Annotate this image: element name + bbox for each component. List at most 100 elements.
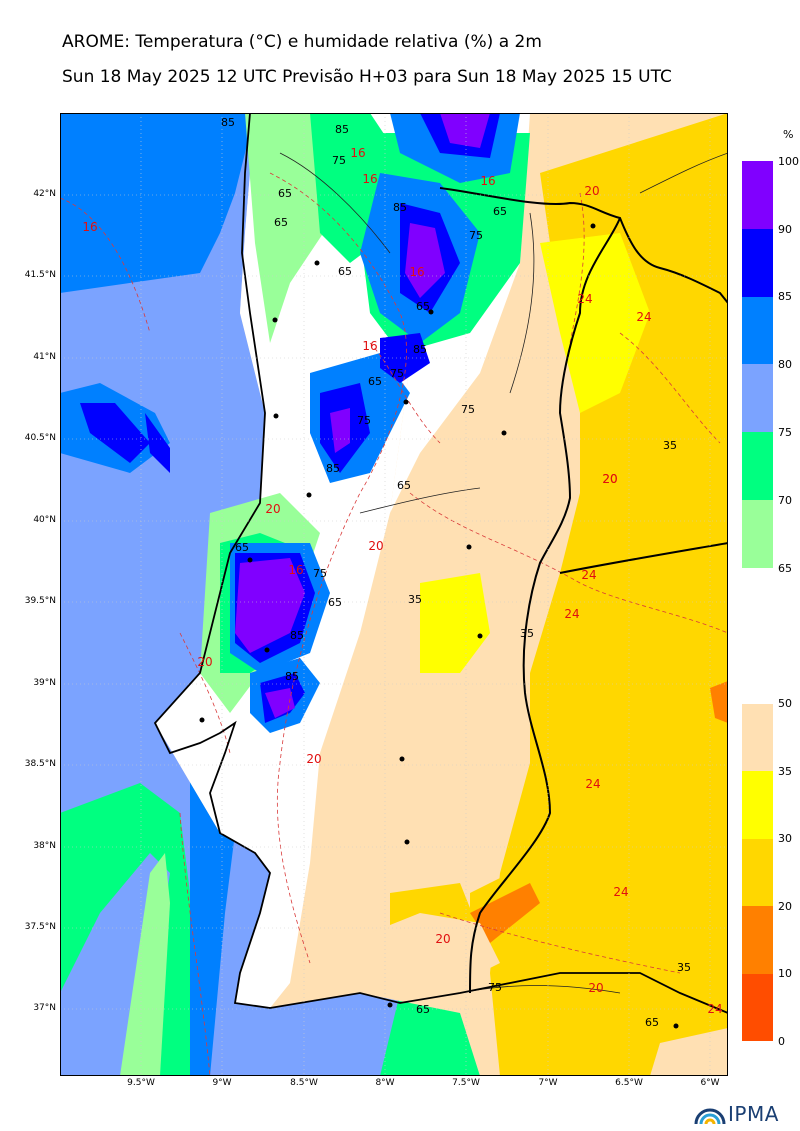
humidity-contour-label: 75 xyxy=(313,567,327,580)
humidity-contour-label: 75 xyxy=(461,403,475,416)
humidity-contour-label: 65 xyxy=(397,479,411,492)
temperature-contour-label: 16 xyxy=(288,563,303,577)
humidity-contour-label: 65 xyxy=(274,216,288,229)
map-subtitle: Sun 18 May 2025 12 UTC Previsão H+03 par… xyxy=(62,67,672,87)
city-markers xyxy=(199,223,679,1029)
humidity-contour-label: 65 xyxy=(278,187,292,200)
temperature-colorbar xyxy=(742,704,773,1041)
temperature-band xyxy=(742,906,773,974)
humidity-contour-label: 85 xyxy=(285,670,299,683)
humidity-tick: 75 xyxy=(778,426,792,439)
temperature-contour-label: 20 xyxy=(265,502,280,516)
humidity-tick: 90 xyxy=(778,223,792,236)
latitude-tick: 37°N xyxy=(33,1003,56,1013)
humidity-contour-label: 85 xyxy=(221,116,235,129)
warm-interior xyxy=(490,113,728,1076)
humidity-tick: 100 xyxy=(778,155,799,168)
temperature-contour-label: 20 xyxy=(435,932,450,946)
temperature-contour-label: 20 xyxy=(588,981,603,995)
humidity-contour-label: 75 xyxy=(332,154,346,167)
latitude-tick: 38.5°N xyxy=(24,759,56,769)
temperature-contour-label: 20 xyxy=(584,184,599,198)
temperature-tick: 0 xyxy=(778,1035,785,1048)
humidity-contour-label: 65 xyxy=(493,205,507,218)
humidity-contour-label: 75 xyxy=(488,981,502,994)
humidity-contour-label: 65 xyxy=(645,1016,659,1029)
temperature-contour-label: 24 xyxy=(613,885,628,899)
humidity-contour-label: 85 xyxy=(326,462,340,475)
humidity-contour-label: 65 xyxy=(235,541,249,554)
humidity-contour-label: 65 xyxy=(416,1003,430,1016)
humidity-tick: 70 xyxy=(778,494,792,507)
country-border xyxy=(439,187,728,994)
humidity-contour-label: 75 xyxy=(469,229,483,242)
latitude-tick: 40.5°N xyxy=(24,433,56,443)
humidity-unit-label: % xyxy=(783,128,794,141)
temperature-band xyxy=(742,771,773,839)
humidity-contour-label: 85 xyxy=(413,343,427,356)
humidity-band xyxy=(742,229,773,297)
latitude-tick: 39°N xyxy=(33,678,56,688)
humidity-contour-label: 65 xyxy=(368,375,382,388)
ipma-logo-text: IPMA xyxy=(728,1102,779,1126)
temperature-contour-label: 20 xyxy=(368,539,383,553)
humidity-tick: 85 xyxy=(778,290,792,303)
temperature-contour-label: 16 xyxy=(362,172,377,186)
humidity-band xyxy=(742,161,773,229)
humidity-contour-label: 65 xyxy=(416,300,430,313)
longitude-tick: 9.5°W xyxy=(127,1078,155,1088)
latitude-tick: 40°N xyxy=(33,515,56,525)
humidity-contour-label: 85 xyxy=(393,201,407,214)
longitude-tick: 8°W xyxy=(375,1078,395,1088)
temperature-contour-label: 24 xyxy=(707,1002,722,1016)
humidity-contour-label: 75 xyxy=(390,367,404,380)
temperature-tick: 20 xyxy=(778,900,792,913)
temperature-contour-label: 16 xyxy=(362,339,377,353)
longitude-tick: 8.5°W xyxy=(290,1078,318,1088)
temperature-contour-label: 16 xyxy=(409,265,424,279)
temperature-contour-label: 24 xyxy=(564,607,579,621)
temperature-contour-label: 16 xyxy=(480,174,495,188)
longitude-tick: 6.5°W xyxy=(615,1078,643,1088)
humidity-contour-label: 35 xyxy=(677,961,691,974)
humidity-colorbar xyxy=(742,161,773,568)
ipma-logo-icon xyxy=(694,1108,726,1125)
coastline xyxy=(153,113,728,1014)
humidity-band xyxy=(742,500,773,568)
temperature-tick: 10 xyxy=(778,967,792,980)
temperature-contour-label: 20 xyxy=(602,472,617,486)
humidity-band xyxy=(742,432,773,500)
humidity-tick: 80 xyxy=(778,358,792,371)
temperature-contour-label: 20 xyxy=(197,655,212,669)
humidity-contour-label: 65 xyxy=(338,265,352,278)
forecast-map: 85 85 75 65 65 65 85 75 65 65 85 75 65 7… xyxy=(60,113,728,1076)
temperature-band xyxy=(742,704,773,771)
map-title: AROME: Temperatura (°C) e humidade relat… xyxy=(62,32,542,52)
humidity-contour-label: 85 xyxy=(335,123,349,136)
temperature-contour-label: 24 xyxy=(581,568,596,582)
humidity-tick: 65 xyxy=(778,562,792,575)
humidity-contour-label: 75 xyxy=(357,414,371,427)
latitude-tick: 38°N xyxy=(33,841,56,851)
humidity-contour-label: 35 xyxy=(408,593,422,606)
temperature-tick: 50 xyxy=(778,697,792,710)
temperature-contour-label: 20 xyxy=(602,472,617,486)
temperature-contour-label: 16 xyxy=(82,220,97,234)
temperature-tick: 35 xyxy=(778,765,792,778)
north-sea-wet-area xyxy=(60,113,260,293)
temperature-contour-label: 20 xyxy=(306,752,321,766)
latitude-tick: 42°N xyxy=(33,189,56,199)
humidity-contour-label: 85 xyxy=(290,629,304,642)
offshore-wet-blob xyxy=(80,403,150,463)
temperature-contour-label: 24 xyxy=(636,310,651,324)
latitude-tick: 37.5°N xyxy=(24,922,56,932)
temperature-contour-label: 16 xyxy=(350,146,365,160)
longitude-tick: 9°W xyxy=(212,1078,232,1088)
temperature-contour-label: 24 xyxy=(585,777,600,791)
temperature-band xyxy=(742,974,773,1041)
temperature-band xyxy=(742,839,773,906)
latitude-tick: 39.5°N xyxy=(24,596,56,606)
latitude-tick: 41°N xyxy=(33,352,56,362)
humidity-contour-label: 35 xyxy=(520,627,534,640)
humidity-band xyxy=(742,364,773,432)
